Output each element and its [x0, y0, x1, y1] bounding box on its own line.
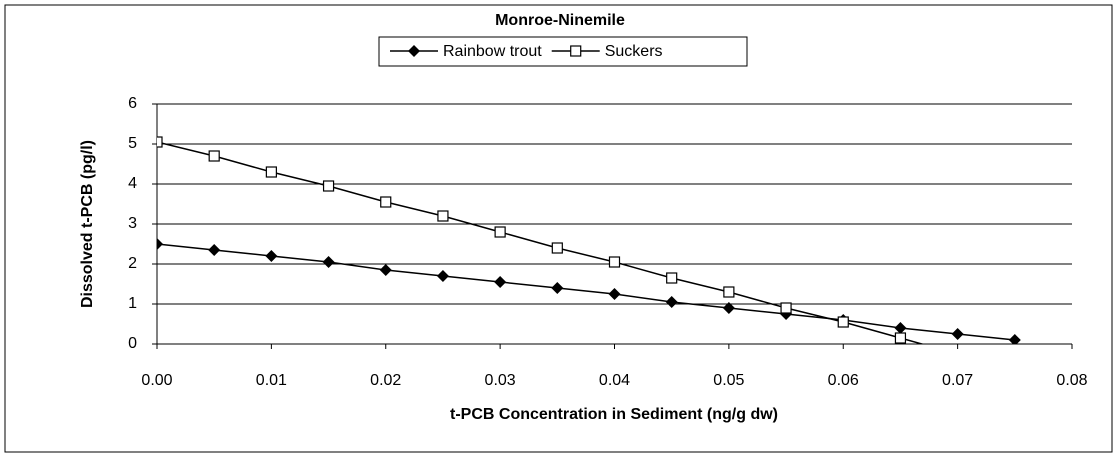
x-axis-label: t-PCB Concentration in Sediment (ng/g dw…	[450, 406, 778, 423]
x-tick-label: 0.01	[256, 372, 287, 389]
x-tick-label: 0.07	[942, 372, 973, 389]
plot-area	[157, 136, 1021, 344]
series-line	[157, 243, 1015, 341]
marker	[894, 332, 907, 344]
x-tick-label: 0.02	[370, 372, 401, 389]
x-tick-label: 0.04	[599, 372, 630, 389]
x-tick-label: 0.06	[828, 372, 859, 389]
marker	[894, 322, 907, 334]
marker	[208, 244, 221, 256]
chart-border	[4, 4, 1113, 453]
y-tick-label: 0	[128, 335, 137, 352]
marker	[380, 196, 392, 208]
y-tick-label: 1	[128, 295, 137, 312]
x-tick-label: 0.05	[713, 372, 744, 389]
y-axis-label: Dissolved t-PCB (pg/l)	[79, 140, 96, 308]
marker	[408, 45, 420, 57]
legend-label: Suckers	[605, 43, 663, 60]
marker	[494, 226, 506, 238]
marker	[722, 302, 735, 314]
marker	[265, 166, 277, 178]
y-tick-label: 4	[128, 175, 137, 192]
marker	[322, 180, 335, 192]
marker	[951, 328, 964, 340]
marker	[494, 276, 507, 288]
marker	[437, 210, 449, 222]
marker	[723, 286, 735, 298]
marker	[265, 250, 278, 262]
marker	[551, 282, 564, 294]
y-tick-label: 5	[128, 135, 137, 152]
marker	[208, 150, 220, 162]
x-tick-label: 0.08	[1056, 372, 1087, 389]
marker	[666, 272, 678, 284]
legend-label: Rainbow trout	[443, 43, 542, 60]
marker	[322, 256, 335, 268]
marker	[570, 45, 582, 57]
marker	[551, 242, 563, 254]
y-tick-label: 6	[128, 95, 137, 112]
marker	[608, 256, 621, 268]
x-tick-label: 0.00	[141, 372, 172, 389]
marker	[436, 270, 449, 282]
marker	[837, 316, 849, 328]
y-tick-label: 2	[128, 255, 137, 272]
x-tick-label: 0.03	[485, 372, 516, 389]
chart-title: Monroe-Ninemile	[495, 12, 625, 29]
marker	[780, 302, 792, 314]
marker	[608, 288, 621, 300]
y-tick-label: 3	[128, 215, 137, 232]
marker	[157, 136, 163, 148]
marker	[379, 264, 392, 276]
marker	[1008, 334, 1021, 344]
marker	[665, 296, 678, 308]
marker	[157, 238, 163, 250]
